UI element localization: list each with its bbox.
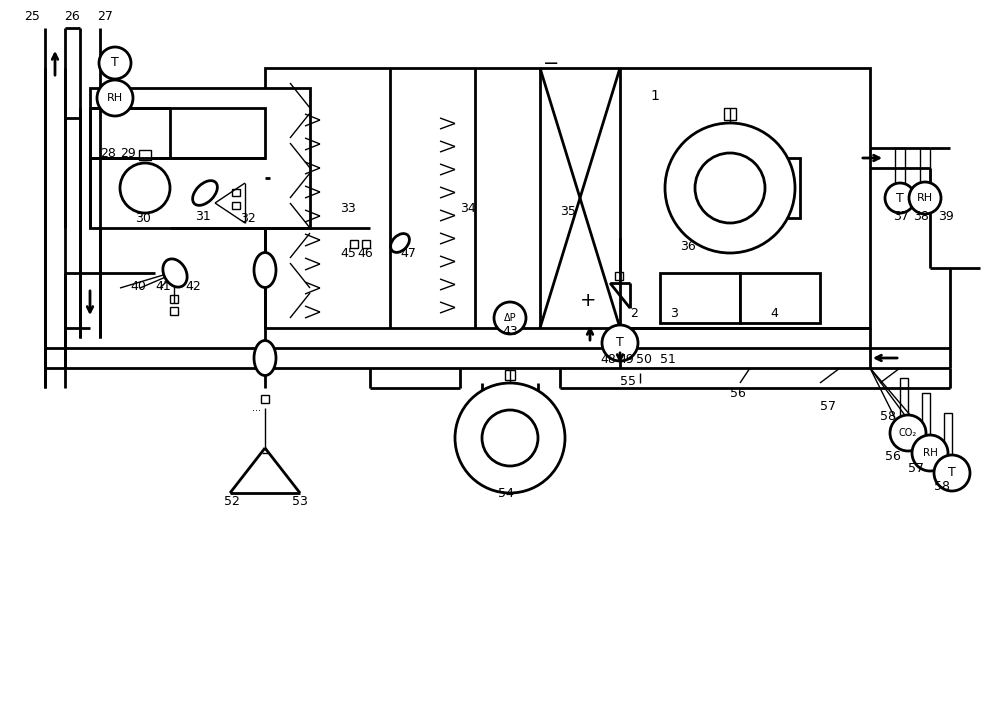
Ellipse shape xyxy=(163,259,187,287)
Circle shape xyxy=(482,410,538,466)
Circle shape xyxy=(665,123,795,253)
Circle shape xyxy=(120,163,170,213)
Text: 47: 47 xyxy=(400,247,416,260)
Text: 3: 3 xyxy=(670,307,678,320)
Text: 1: 1 xyxy=(650,89,659,103)
Text: RH: RH xyxy=(107,93,123,103)
Circle shape xyxy=(455,383,565,493)
Text: 41: 41 xyxy=(155,280,171,293)
Text: 29: 29 xyxy=(120,147,136,160)
Circle shape xyxy=(909,182,941,214)
Text: 52: 52 xyxy=(224,495,240,508)
Bar xyxy=(139,150,151,160)
Ellipse shape xyxy=(254,340,276,376)
Circle shape xyxy=(99,47,131,79)
Bar xyxy=(922,393,930,443)
Text: 58: 58 xyxy=(934,480,950,493)
Text: 55: 55 xyxy=(620,375,636,388)
Text: 35: 35 xyxy=(560,205,576,218)
Circle shape xyxy=(890,415,926,451)
Text: 45: 45 xyxy=(340,247,356,260)
Text: 56: 56 xyxy=(730,387,746,400)
Bar xyxy=(265,68,870,328)
Text: −: − xyxy=(543,54,559,73)
Bar xyxy=(90,108,265,158)
Text: 27: 27 xyxy=(97,10,113,23)
Text: T: T xyxy=(896,192,904,205)
Text: 51: 51 xyxy=(660,353,676,366)
Text: RH: RH xyxy=(917,193,933,203)
Text: 57: 57 xyxy=(908,462,924,475)
Bar xyxy=(660,273,740,323)
Text: 42: 42 xyxy=(185,280,201,293)
Bar xyxy=(895,148,905,188)
Text: 54: 54 xyxy=(498,487,514,500)
Bar xyxy=(232,189,240,196)
Text: 50: 50 xyxy=(636,353,652,366)
Text: CO₂: CO₂ xyxy=(899,428,917,438)
Ellipse shape xyxy=(193,181,217,205)
Text: 28: 28 xyxy=(100,147,116,160)
Circle shape xyxy=(912,435,948,471)
Circle shape xyxy=(494,302,526,334)
Text: 4: 4 xyxy=(770,307,778,320)
Bar xyxy=(505,370,515,380)
Bar xyxy=(615,272,623,280)
Text: 39: 39 xyxy=(938,210,954,223)
Bar xyxy=(740,158,800,218)
Text: 2: 2 xyxy=(630,307,638,320)
Text: RH: RH xyxy=(923,448,937,458)
Text: 30: 30 xyxy=(135,212,151,225)
Text: 38: 38 xyxy=(913,210,929,223)
Text: ...: ... xyxy=(252,403,261,413)
Ellipse shape xyxy=(254,253,276,287)
Text: 37: 37 xyxy=(893,210,909,223)
Bar xyxy=(362,240,370,248)
Bar xyxy=(232,202,240,209)
Circle shape xyxy=(695,153,765,223)
Text: 53: 53 xyxy=(292,495,308,508)
Text: 25: 25 xyxy=(24,10,40,23)
Bar xyxy=(920,148,930,188)
Bar xyxy=(740,273,820,323)
Bar xyxy=(170,307,178,315)
Text: ΔP: ΔP xyxy=(504,313,516,323)
Bar xyxy=(261,395,269,403)
Circle shape xyxy=(934,455,970,491)
Text: 34: 34 xyxy=(460,202,476,215)
Text: T: T xyxy=(948,467,956,480)
Text: 43: 43 xyxy=(502,325,518,338)
Text: 36: 36 xyxy=(680,240,696,253)
Circle shape xyxy=(97,80,133,116)
Bar xyxy=(350,240,358,248)
Bar xyxy=(90,88,310,228)
Text: 33: 33 xyxy=(340,202,356,215)
Bar xyxy=(944,413,952,463)
Text: 49: 49 xyxy=(618,353,634,366)
Text: 58: 58 xyxy=(880,410,896,423)
Text: 26: 26 xyxy=(64,10,80,23)
Text: T: T xyxy=(616,337,624,350)
Text: 56: 56 xyxy=(885,450,901,463)
Bar xyxy=(170,295,178,303)
Bar xyxy=(724,108,736,120)
Text: T: T xyxy=(111,57,119,70)
Text: 31: 31 xyxy=(195,210,211,223)
Text: 48: 48 xyxy=(600,353,616,366)
Circle shape xyxy=(885,183,915,213)
Text: 32: 32 xyxy=(240,212,256,225)
Text: +: + xyxy=(580,291,596,310)
Text: 40: 40 xyxy=(130,280,146,293)
Circle shape xyxy=(602,325,638,361)
Text: 57: 57 xyxy=(820,400,836,413)
Bar xyxy=(900,378,908,428)
Ellipse shape xyxy=(391,233,409,253)
Text: 46: 46 xyxy=(357,247,373,260)
